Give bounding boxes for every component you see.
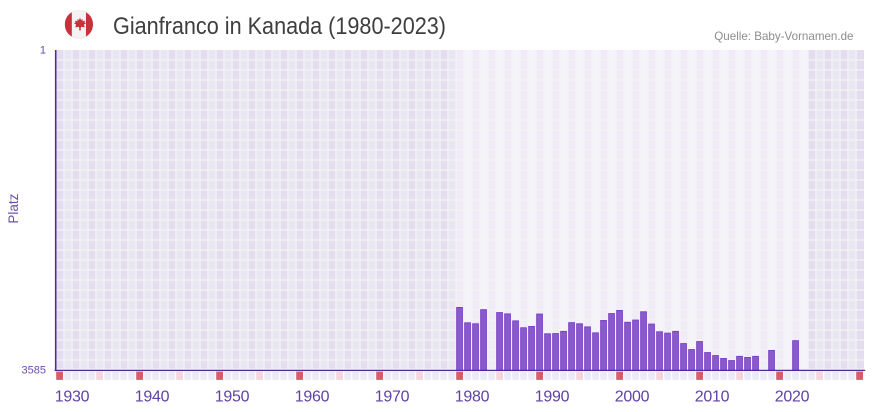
svg-text:3585: 3585 (22, 365, 46, 377)
svg-text:Gianfranco in Kanada (1980-202: Gianfranco in Kanada (1980-2023) (113, 13, 446, 40)
svg-text:1950: 1950 (215, 389, 250, 406)
svg-text:1: 1 (40, 45, 46, 57)
svg-text:1960: 1960 (295, 389, 330, 406)
svg-text:Platz: Platz (6, 193, 21, 223)
svg-text:1990: 1990 (535, 389, 570, 406)
svg-text:1940: 1940 (135, 389, 170, 406)
svg-text:2010: 2010 (695, 389, 730, 406)
svg-text:Quelle: Baby-Vornamen.de: Quelle: Baby-Vornamen.de (714, 30, 853, 43)
svg-text:1980: 1980 (455, 389, 490, 406)
svg-text:2020: 2020 (775, 389, 810, 406)
svg-text:2000: 2000 (615, 389, 650, 406)
svg-text:1970: 1970 (375, 389, 410, 406)
svg-text:1930: 1930 (55, 389, 90, 406)
